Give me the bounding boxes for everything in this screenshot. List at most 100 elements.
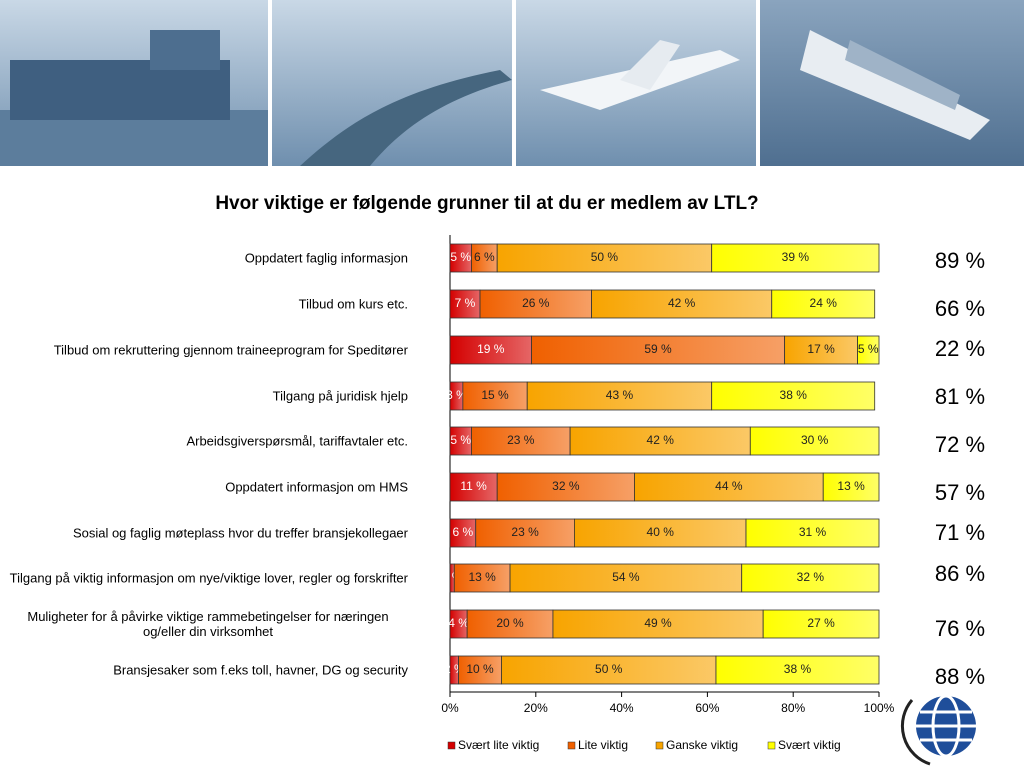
category-label: Tilbud om kurs etc. [298, 296, 408, 312]
bar-segment [449, 518, 477, 548]
bar-segment [822, 472, 880, 502]
value-label: 50 % [595, 662, 623, 676]
bar-segment [496, 243, 713, 273]
value-label: 49 % [644, 616, 672, 630]
value-label: 17 % [807, 342, 835, 356]
value-label: 19 % [477, 342, 505, 356]
category-label: Arbeidsgiverspørsmål, tariffavtaler etc. [186, 433, 408, 449]
bar-segment [634, 472, 824, 502]
header-photos [0, 0, 1024, 166]
legend-label: Svært viktig [778, 738, 841, 752]
legend-label: Svært lite viktig [458, 738, 539, 752]
bar-segment [749, 426, 880, 456]
bar-segment [462, 381, 528, 411]
value-label: 38 % [780, 388, 808, 402]
total-label: 76 % [935, 616, 985, 641]
bar-segment [574, 518, 747, 548]
chart-title: Hvor viktige er følgende grunner til at … [215, 193, 758, 214]
total-label: 22 % [935, 336, 985, 361]
value-label: 43 % [606, 388, 634, 402]
value-label: 5 % [450, 250, 471, 264]
bar-segment [526, 381, 713, 411]
category-label: Sosial og faglig møteplass hvor du treff… [72, 525, 408, 541]
value-label: 42 % [668, 296, 696, 310]
value-label: 59 % [644, 342, 672, 356]
x-tick-label: 100% [864, 701, 895, 715]
logo [900, 694, 976, 766]
bar-segment [466, 609, 554, 639]
total-label: 89 % [935, 248, 985, 273]
x-tick-label: 20% [524, 701, 548, 715]
category-label: Oppdatert informasjon om HMS [225, 479, 408, 495]
value-label: 50 % [591, 250, 619, 264]
category-label: Oppdatert faglig informasjon [244, 250, 408, 266]
bar-segment [449, 289, 481, 319]
bar-segment [501, 655, 717, 685]
value-label: 32 % [552, 479, 580, 493]
value-label: 5 % [858, 342, 879, 356]
legend-label: Ganske viktig [666, 738, 738, 752]
value-label: 23 % [507, 433, 535, 447]
category-label: Bransjesaker som f.eks toll, havner, DG … [113, 662, 408, 678]
category-label: Muligheter for å påvirke viktige rammebe… [27, 609, 389, 639]
legend-label: Lite viktig [578, 738, 628, 752]
value-label: 23 % [511, 525, 539, 539]
bar-segment [449, 472, 498, 502]
bar-segment [715, 655, 880, 685]
bar-segment [569, 426, 751, 456]
x-tick-label: 60% [695, 701, 719, 715]
value-label: 20 % [496, 616, 524, 630]
bar-segment [509, 563, 743, 593]
bar-segment [711, 381, 876, 411]
x-tick-label: 80% [781, 701, 805, 715]
value-label: 40 % [647, 525, 675, 539]
value-label: 7 % [455, 296, 476, 310]
value-label: 4 % [448, 616, 469, 630]
total-label: 88 % [935, 664, 985, 689]
value-label: 38 % [784, 662, 812, 676]
value-label: 13 % [468, 570, 496, 584]
bar-segment [471, 426, 571, 456]
bar-segment [741, 563, 880, 593]
total-label: 66 % [935, 296, 985, 321]
value-label: 10 % [466, 662, 494, 676]
bar-segment [471, 243, 498, 273]
bar-segment [531, 335, 786, 365]
total-label: 71 % [935, 520, 985, 545]
bar-segment [857, 335, 880, 365]
bar-segment [458, 655, 502, 685]
total-label: 72 % [935, 432, 985, 457]
x-tick-label: 40% [610, 701, 634, 715]
legend-swatch [767, 741, 776, 750]
value-label: 11 % [460, 479, 487, 493]
bar-segment [784, 335, 858, 365]
legend-swatch [447, 741, 456, 750]
value-label: 42 % [647, 433, 675, 447]
bar-segment [771, 289, 876, 319]
value-label: 6 % [474, 250, 495, 264]
value-label: 39 % [782, 250, 810, 264]
bar-segment [711, 243, 880, 273]
bar-segment [475, 518, 575, 548]
value-label: 15 % [481, 388, 509, 402]
bar-segment [552, 609, 764, 639]
legend-swatch [567, 741, 576, 750]
value-label: 31 % [799, 525, 827, 539]
value-label: 26 % [522, 296, 550, 310]
value-label: 30 % [801, 433, 829, 447]
value-label: 27 % [807, 616, 835, 630]
total-label: 86 % [935, 561, 985, 586]
value-label: 5 % [450, 433, 471, 447]
category-label: Tilgang på juridisk hjelp [272, 388, 408, 404]
bar-segment [496, 472, 635, 502]
value-label: 54 % [612, 570, 640, 584]
bar-segment [479, 289, 592, 319]
category-label: Tilgang på viktig informasjon om nye/vik… [9, 570, 408, 586]
total-label: 57 % [935, 480, 985, 505]
value-label: 3 % [446, 388, 467, 402]
value-label: 6 % [453, 525, 474, 539]
value-label: 13 % [837, 479, 865, 493]
x-tick-label: 0% [441, 701, 459, 715]
